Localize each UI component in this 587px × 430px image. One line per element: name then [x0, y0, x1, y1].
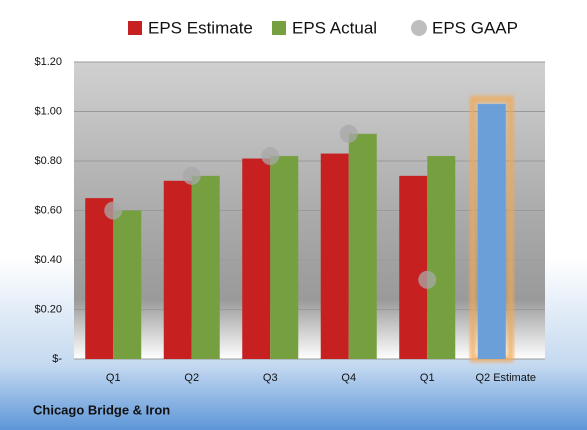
- x-tick-label: Q2 Estimate: [475, 372, 536, 384]
- y-tick-label: $1.00: [34, 105, 62, 117]
- dot: [339, 124, 358, 143]
- legend-marker: [272, 21, 286, 35]
- bar: [191, 175, 220, 359]
- bar: [85, 198, 114, 359]
- bar: [270, 156, 299, 359]
- x-tick-label: Q4: [341, 372, 356, 384]
- y-tick-label: $-: [52, 353, 62, 365]
- y-tick-label: $1.20: [34, 56, 62, 68]
- x-tick-label: Q1: [420, 372, 435, 384]
- y-tick-label: $0.20: [34, 303, 62, 315]
- x-tick-label: Q2: [184, 372, 199, 384]
- bar: [163, 180, 192, 359]
- y-tick-label: $0.60: [34, 204, 62, 216]
- legend-marker: [128, 21, 142, 35]
- legend-label: EPS Estimate: [148, 18, 253, 37]
- estimate-bar: [477, 104, 506, 359]
- bar: [113, 210, 142, 359]
- dot: [104, 201, 123, 220]
- x-tick-label: Q1: [106, 372, 121, 384]
- bar: [399, 175, 428, 359]
- legend-label: EPS Actual: [292, 18, 377, 37]
- dot: [182, 166, 201, 185]
- bar: [348, 133, 377, 359]
- y-tick-label: $0.40: [34, 254, 62, 266]
- y-tick-label: $0.80: [34, 155, 62, 167]
- bar: [427, 156, 456, 359]
- footer: Chicago Bridge & Iron: [33, 402, 170, 417]
- legend-label: EPS GAAP: [432, 18, 518, 37]
- bar: [320, 153, 349, 359]
- bar: [242, 158, 271, 359]
- legend-marker: [411, 20, 427, 36]
- x-tick-label: Q3: [263, 372, 278, 384]
- dot: [418, 270, 437, 289]
- dot: [261, 147, 280, 166]
